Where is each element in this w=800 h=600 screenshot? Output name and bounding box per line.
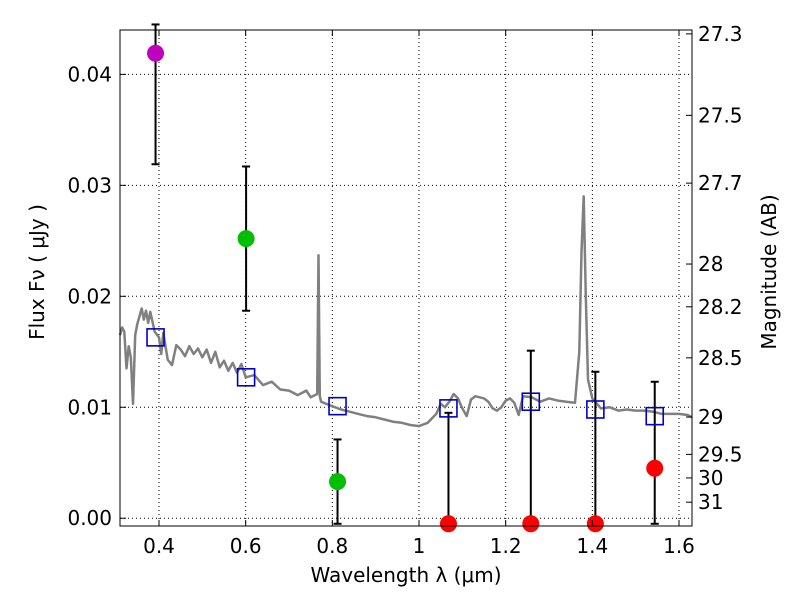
mag-tick-label: 27.3 [698,22,743,46]
x-axis-label: Wavelength λ (μm) [310,563,501,587]
x-tick-label: 1.2 [490,534,522,558]
y-tick-label: 0.04 [67,62,112,86]
y-tick-label: 0.00 [67,506,112,530]
y-tick-label: 0.02 [67,284,112,308]
model-photometry-point [328,396,347,416]
observed-point [522,515,540,533]
mag-tick-label: 31 [698,490,723,514]
mag-tick-label: 27.5 [698,103,743,127]
observed-point [586,515,604,533]
mag-tick-label: 29.5 [698,442,743,466]
observed-point [237,230,255,248]
x-tick-label: 1 [413,534,426,558]
model-photometry-point [439,399,458,418]
observed-point [646,459,664,477]
observed-point [329,473,347,491]
y2-axis-label: Magnitude (AB) [757,194,781,349]
axis-ticks: 0.4 0.6 0.8 1 1.2 1.4 1.6 0.00 0.01 0.02 0.03 0.04 2… [67,22,742,558]
y-tick-label: 0.03 [67,173,112,197]
model-photometry-points [146,328,665,426]
x-tick-label: 1.6 [663,534,695,558]
x-tick-label: 0.8 [316,534,348,558]
x-tick-label: 0.4 [143,534,175,558]
error-bars [151,23,659,525]
x-tick-label: 1.4 [576,534,608,558]
x-tick-label: 0.6 [230,534,262,558]
observed-points [147,44,664,533]
observed-point [439,515,457,533]
sed-model-line [118,195,693,428]
mag-tick-label: 28.2 [698,295,743,319]
model-photometry-point [236,368,256,387]
mag-tick-label: 27.7 [698,171,743,195]
model-photometry-point [645,406,665,426]
mag-tick-label: 28 [698,252,723,276]
mag-tick-label: 28.5 [698,346,743,370]
observed-point [147,44,165,62]
mag-tick-label: 29 [698,405,723,429]
mag-tick-label: 30 [698,466,723,490]
grid [120,30,692,526]
y-axis-label: Flux Fν ( μJy ) [25,204,49,340]
plot-frame [119,29,693,527]
model-photometry-point [586,400,605,419]
model-photometry-point [146,328,165,347]
y-tick-label: 0.01 [67,395,112,419]
model-photometry-point [521,392,541,412]
sed-model-series [118,195,693,428]
